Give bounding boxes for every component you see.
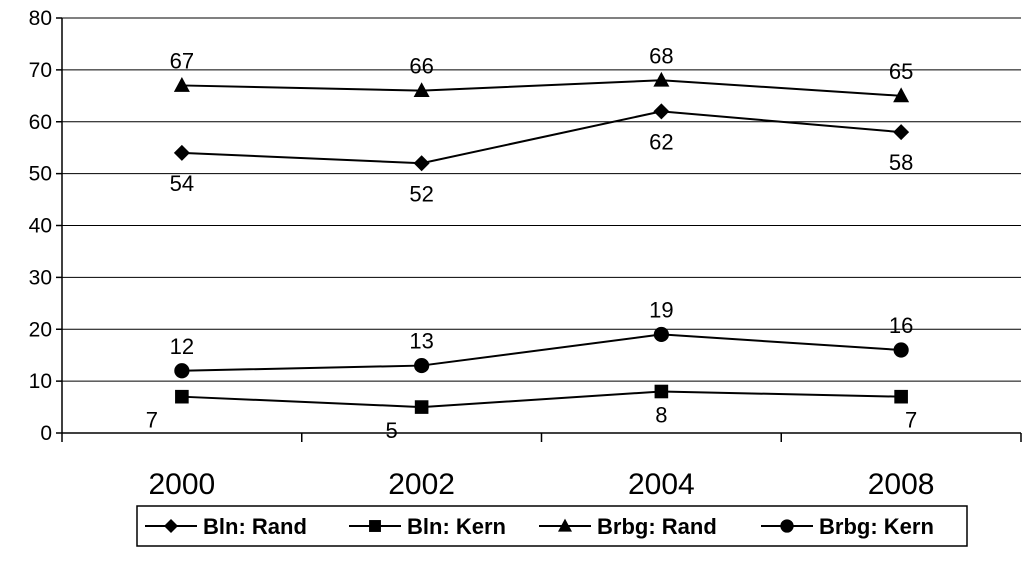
series-brbg-kern xyxy=(174,326,909,379)
legend-label-brbg-kern: Brbg: Kern xyxy=(819,514,934,539)
data-label-brbg-rand-2000: 67 xyxy=(170,48,194,73)
y-tick-label-40: 40 xyxy=(29,215,52,238)
data-label-brbg-rand-2004: 68 xyxy=(649,43,673,68)
data-label-bln-kern-2000: 7 xyxy=(146,408,158,433)
series-bln-kern xyxy=(175,384,908,414)
legend-label-bln-kern: Bln: Kern xyxy=(407,514,506,539)
y-tick-label-50: 50 xyxy=(29,163,52,186)
data-label-bln-rand-2000: 54 xyxy=(170,171,194,196)
point-bln-kern-2002 xyxy=(414,400,429,414)
point-brbg-rand-2004 xyxy=(653,71,670,87)
data-label-brbg-kern-2008: 16 xyxy=(889,313,913,338)
data-label-brbg-kern-2000: 12 xyxy=(170,334,194,359)
data-label-brbg-kern-2002: 13 xyxy=(409,329,433,354)
legend-marker-bln-rand xyxy=(164,519,178,533)
legend: Bln: Rand Bln: Kern Brbg: Rand Brbg: Kern xyxy=(136,505,968,547)
y-tick-label-20: 20 xyxy=(29,318,52,341)
y-tick-label-60: 60 xyxy=(29,111,52,134)
point-brbg-rand-2008 xyxy=(893,87,910,103)
x-label-2000: 2000 xyxy=(149,468,216,501)
x-label-2004: 2004 xyxy=(628,468,695,501)
y-tick-labels: 0 10 20 30 40 50 60 70 80 xyxy=(29,7,52,445)
point-brbg-kern-2004 xyxy=(653,326,669,343)
data-label-brbg-rand-2002: 66 xyxy=(409,54,433,79)
series-line-brbg-kern xyxy=(181,333,902,372)
legend-label-brbg-rand: Brbg: Rand xyxy=(597,514,717,539)
legend-entry-brbg-rand: Brbg: Rand xyxy=(539,514,717,539)
x-category-labels: 2000 2002 2004 2008 xyxy=(149,468,935,501)
legend-marker-bln-kern xyxy=(369,520,381,532)
data-label-bln-rand-2002: 52 xyxy=(409,181,433,206)
point-bln-rand-2002 xyxy=(413,155,430,172)
data-label-brbg-kern-2004: 19 xyxy=(649,297,673,322)
series-line-brbg-rand xyxy=(181,79,902,97)
series-brbg-rand xyxy=(173,71,910,103)
y-tick-label-0: 0 xyxy=(40,422,52,445)
y-tick-label-30: 30 xyxy=(29,266,52,289)
x-label-2008: 2008 xyxy=(868,468,935,501)
data-label-bln-kern-2002: 5 xyxy=(386,418,398,443)
legend-marker-brbg-rand xyxy=(558,518,572,532)
point-brbg-rand-2002 xyxy=(413,82,430,98)
legend-marker-brbg-kern xyxy=(780,519,794,533)
point-bln-kern-2008 xyxy=(894,389,908,404)
axes xyxy=(56,17,1022,442)
series-bln-rand xyxy=(173,103,910,172)
point-brbg-kern-2002 xyxy=(414,357,430,374)
point-brbg-rand-2000 xyxy=(173,77,190,92)
point-brbg-kern-2000 xyxy=(174,363,190,379)
point-bln-rand-2000 xyxy=(173,144,190,161)
data-label-bln-rand-2004: 62 xyxy=(649,129,673,154)
legend-entry-bln-kern: Bln: Kern xyxy=(349,514,506,539)
point-brbg-kern-2008 xyxy=(893,342,909,358)
point-bln-kern-2000 xyxy=(175,389,189,404)
x-label-2002: 2002 xyxy=(388,468,455,501)
legend-label-bln-rand: Bln: Rand xyxy=(203,514,307,539)
y-tick-label-80: 80 xyxy=(29,7,52,30)
legend-entry-bln-rand: Bln: Rand xyxy=(145,514,307,539)
data-label-bln-kern-2004: 8 xyxy=(655,403,667,428)
data-label-brbg-rand-2008: 65 xyxy=(889,59,913,84)
point-bln-rand-2008 xyxy=(893,124,910,141)
y-tick-label-70: 70 xyxy=(29,59,52,82)
series-line-bln-kern xyxy=(181,390,902,409)
gridlines xyxy=(62,17,1021,382)
point-bln-rand-2004 xyxy=(653,103,670,120)
series-line-bln-rand xyxy=(181,110,902,165)
data-label-bln-kern-2008: 7 xyxy=(905,408,917,433)
series-lines xyxy=(173,71,910,414)
data-label-bln-rand-2008: 58 xyxy=(889,150,913,175)
legend-entry-brbg-kern: Brbg: Kern xyxy=(761,514,934,539)
y-tick-label-10: 10 xyxy=(29,370,52,393)
point-bln-kern-2004 xyxy=(654,384,669,399)
